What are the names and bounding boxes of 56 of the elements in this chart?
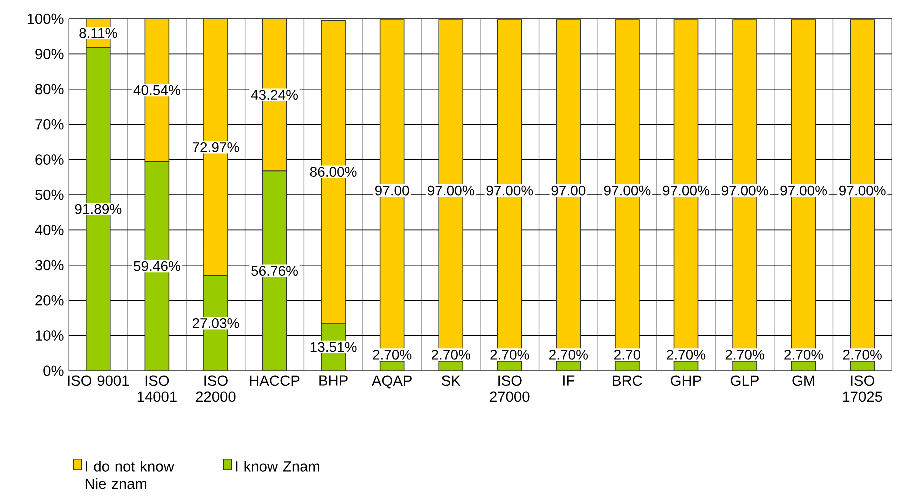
y-tick-label: 50% (36, 190, 64, 200)
x-tick-label: GLP (731, 376, 759, 386)
y-tick-label: 60% (36, 154, 64, 165)
data-label: 97.00% (722, 186, 768, 196)
x-tick-label: ISO 22000 (196, 376, 236, 402)
y-tick-label: 0% (44, 366, 64, 376)
data-label: 97.00 (375, 186, 410, 196)
data-label: 97.00% (840, 186, 886, 196)
data-label: 72.97% (192, 142, 240, 152)
x-tick-label: SK (442, 376, 461, 386)
data-label: 86.00% (310, 167, 357, 178)
y-tick-label: 90% (36, 49, 64, 60)
x-tick-label: ISO 27000 (490, 376, 530, 402)
x-tick-label: ISO 9001 (68, 376, 130, 386)
data-label: 91.89% (75, 204, 122, 214)
data-label: 2.70% (373, 350, 412, 360)
data-label: 40.54% (134, 85, 180, 96)
y-tick-label: 100% (28, 14, 64, 24)
data-label: 56.76% (252, 266, 298, 276)
bar (615, 361, 640, 371)
data-label: 2.70% (667, 350, 706, 360)
y-tick-label: 30% (36, 260, 64, 271)
x-tick-label: GHP (671, 376, 702, 386)
data-label: 97.00% (486, 186, 534, 196)
data-label: 2.70% (432, 350, 470, 360)
y-tick-label: 10% (36, 330, 64, 341)
x-tick-label: IF (564, 376, 575, 386)
x-tick-label: HACCP (250, 376, 300, 386)
x-tick-label: BHP (320, 376, 348, 386)
data-label: 13.51% (310, 342, 357, 352)
data-label: 97.00% (780, 186, 828, 196)
x-tick-label: GM (792, 376, 814, 386)
data-label: 2.70% (843, 350, 882, 360)
data-label: 97.00% (663, 186, 710, 196)
legend-label: I do not know Nie znam (86, 461, 174, 490)
y-tick-label: 20% (36, 295, 64, 306)
data-label: 27.03% (192, 318, 240, 328)
x-tick-label: ISO 14001 (138, 376, 177, 402)
y-tick-label: 40% (35, 225, 64, 236)
data-label: 8.11% (80, 28, 118, 38)
data-label: 2.70% (726, 350, 764, 360)
data-label: 97.00% (428, 186, 474, 196)
data-label: 2.70% (550, 350, 588, 360)
data-label: 97.00% (604, 186, 651, 196)
data-label: 97.00 (552, 186, 586, 196)
y-tick-label: 70% (36, 119, 64, 130)
data-label: 43.24% (251, 90, 298, 100)
x-tick-label: ISO 17025 (843, 376, 882, 402)
x-tick-label: AQAP (372, 376, 412, 389)
y-tick-label: 80% (36, 84, 64, 95)
data-label: 2.70% (490, 350, 530, 360)
data-label: 2.70% (784, 350, 824, 360)
data-label: 2.70 (614, 350, 641, 360)
x-tick-label: BRC (613, 376, 642, 386)
legend-label: I know Znam (236, 461, 320, 472)
data-label: 59.46% (134, 261, 180, 272)
